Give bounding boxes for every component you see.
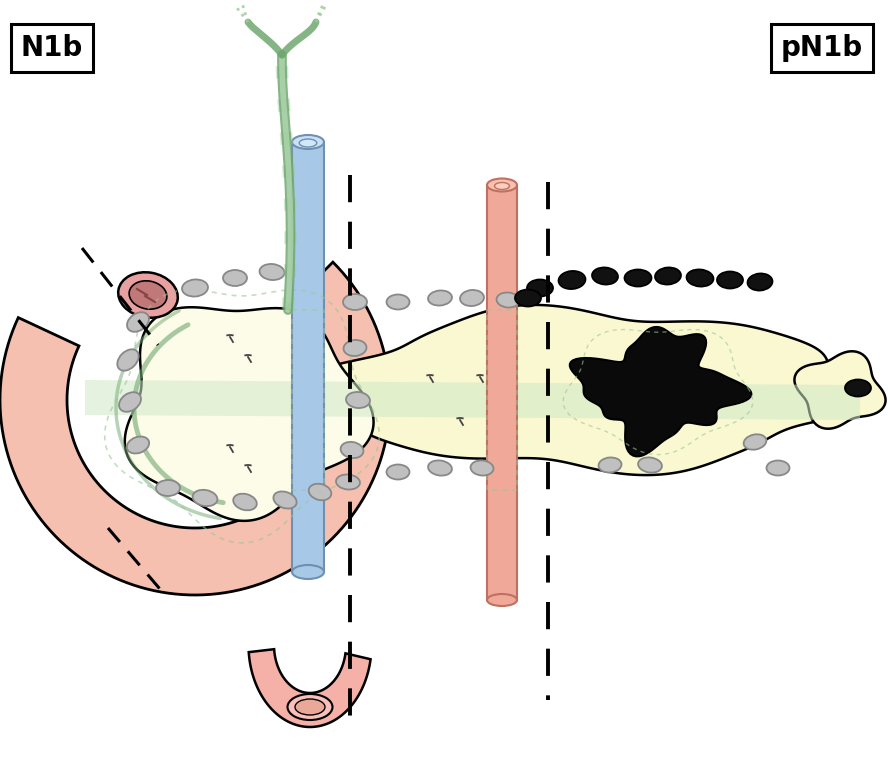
Ellipse shape — [223, 270, 247, 286]
Ellipse shape — [655, 268, 681, 284]
Ellipse shape — [686, 269, 713, 287]
Ellipse shape — [638, 457, 662, 473]
Ellipse shape — [386, 295, 409, 309]
Polygon shape — [125, 308, 374, 521]
Ellipse shape — [527, 280, 553, 297]
Ellipse shape — [341, 442, 363, 458]
Ellipse shape — [295, 699, 325, 715]
Ellipse shape — [428, 460, 452, 476]
Ellipse shape — [471, 460, 494, 476]
Ellipse shape — [129, 281, 167, 309]
Ellipse shape — [428, 291, 452, 305]
Polygon shape — [85, 380, 860, 420]
Ellipse shape — [495, 183, 510, 190]
Ellipse shape — [344, 340, 367, 356]
Polygon shape — [292, 142, 324, 572]
Ellipse shape — [343, 294, 367, 310]
Text: pN1b: pN1b — [781, 34, 863, 62]
Ellipse shape — [259, 264, 284, 280]
Polygon shape — [310, 305, 870, 475]
Ellipse shape — [496, 292, 519, 308]
Ellipse shape — [127, 312, 149, 332]
Ellipse shape — [487, 594, 517, 606]
Ellipse shape — [766, 460, 789, 476]
Ellipse shape — [193, 490, 218, 507]
Ellipse shape — [346, 392, 370, 408]
Ellipse shape — [624, 270, 652, 287]
Ellipse shape — [460, 290, 484, 306]
Ellipse shape — [743, 434, 766, 449]
Ellipse shape — [748, 274, 773, 291]
Ellipse shape — [487, 179, 517, 191]
Ellipse shape — [292, 135, 324, 149]
Polygon shape — [487, 185, 517, 600]
Ellipse shape — [845, 379, 871, 396]
Ellipse shape — [717, 271, 743, 288]
Ellipse shape — [119, 392, 141, 412]
Ellipse shape — [118, 272, 178, 318]
Ellipse shape — [292, 565, 324, 579]
Polygon shape — [795, 352, 885, 429]
Ellipse shape — [288, 694, 332, 720]
Polygon shape — [570, 327, 751, 456]
Ellipse shape — [274, 491, 297, 509]
Ellipse shape — [599, 457, 622, 473]
Ellipse shape — [309, 483, 331, 500]
Ellipse shape — [559, 271, 585, 289]
Polygon shape — [249, 649, 370, 727]
Ellipse shape — [182, 279, 208, 297]
Ellipse shape — [592, 268, 618, 284]
Ellipse shape — [386, 464, 409, 480]
Ellipse shape — [156, 480, 180, 496]
Ellipse shape — [515, 289, 541, 307]
Polygon shape — [0, 262, 390, 595]
Ellipse shape — [336, 474, 360, 490]
Text: N1b: N1b — [21, 34, 83, 62]
Ellipse shape — [127, 436, 149, 453]
Ellipse shape — [234, 493, 257, 510]
Ellipse shape — [117, 349, 139, 371]
Ellipse shape — [299, 139, 317, 147]
